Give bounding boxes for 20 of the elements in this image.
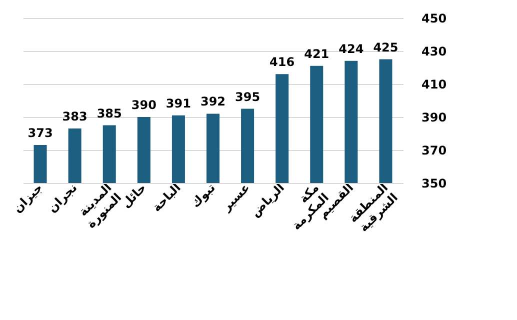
y-tick-label: 390	[422, 110, 447, 124]
data-label: 421	[304, 46, 330, 61]
y-tick-label: 350	[422, 176, 447, 190]
data-label: 395	[235, 90, 260, 104]
x-tick-label: جيزان	[10, 180, 46, 216]
data-label: 425	[373, 40, 398, 54]
data-label: 416	[270, 55, 295, 70]
data-label: 385	[96, 106, 122, 120]
data-label: 424	[338, 42, 364, 56]
data-label: 390	[131, 98, 156, 112]
x-tick-label: تبوك	[188, 180, 218, 210]
data-label: 391	[166, 96, 191, 110]
data-label: 373	[28, 126, 53, 140]
y-tick-label: 450	[422, 12, 447, 26]
y-tick-label: 410	[422, 78, 447, 92]
data-label: 383	[62, 110, 88, 124]
x-tick-label: الباحة	[149, 180, 184, 214]
data-label: 392	[200, 94, 226, 109]
y-tick-label: 370	[422, 144, 447, 158]
y-tick-label: 430	[422, 44, 447, 58]
